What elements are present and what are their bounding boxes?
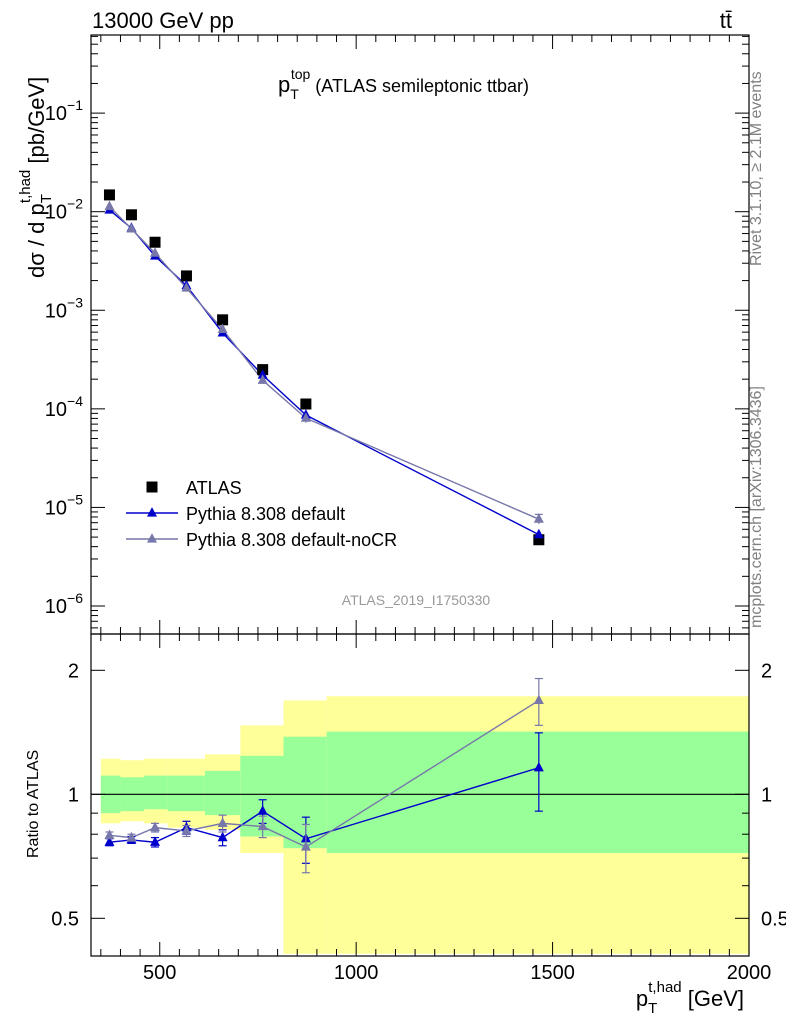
process-label: tt̄ — [720, 8, 732, 33]
y-tick-label: 10−3 — [45, 294, 83, 322]
x-tick-label: 1500 — [530, 962, 575, 984]
main-y-axis-label: dσ / d pTt,had [pb/GeV] — [17, 77, 55, 278]
ylabel-sub: T — [38, 194, 55, 203]
data-point-square — [217, 314, 229, 326]
legend-marker — [146, 481, 158, 493]
legend: ATLAS Pythia 8.308 default Pythia 8.308 de… — [126, 478, 397, 550]
x-tick-label: 2000 — [727, 962, 772, 984]
analysis-watermark: ATLAS_2019_I1750330 — [342, 592, 491, 608]
data-point-triangle — [217, 323, 228, 333]
ylabel-b: [pb/GeV] — [24, 77, 49, 170]
ratio-data-point — [533, 694, 544, 705]
data-point-square — [103, 189, 115, 201]
inner-uncertainty-band — [167, 775, 205, 812]
xlabel-b: [GeV] — [682, 986, 744, 1011]
inner-uncertainty-band — [144, 775, 168, 810]
y-tick-label: 10−5 — [45, 491, 83, 519]
legend-label: ATLAS — [186, 478, 242, 498]
data-point-triangle — [533, 528, 544, 539]
data-point-triangle — [126, 222, 137, 233]
energy-label: 13000 GeV pp — [92, 8, 234, 33]
x-tick-label: 500 — [143, 962, 176, 984]
xlabel-a: p — [636, 986, 648, 1011]
ratio-y-axis-label: Ratio to ATLAS — [25, 750, 42, 858]
ratio-data-point — [257, 805, 268, 815]
title-sub: T — [290, 86, 299, 102]
inner-uncertainty-band — [204, 770, 241, 816]
y-tick-exponent: −3 — [67, 294, 83, 310]
title-sup: top — [291, 66, 311, 82]
inner-uncertainty-band — [283, 736, 327, 849]
y-tick-mantissa: 10 — [45, 399, 67, 421]
y-tick-label: 10−4 — [45, 393, 83, 421]
ratio-y-tick-label: 2 — [68, 660, 79, 682]
xlabel-sub: T — [648, 1000, 657, 1017]
title-rest: (ATLAS semileptonic ttbar) — [310, 76, 529, 96]
ratio-data-point — [300, 841, 311, 851]
data-point-triangle — [181, 282, 192, 292]
y-tick-exponent: −1 — [67, 97, 83, 113]
data-point-square — [300, 398, 312, 410]
legend-label: Pythia 8.308 default — [186, 504, 345, 524]
y-tick-label: 10−2 — [45, 196, 83, 224]
y-tick-exponent: −5 — [67, 491, 83, 507]
ratio-panel: 500 1000 1500 2000 0.5 0.5 1 1 2 2 — [51, 633, 786, 984]
ratio-data-point — [104, 829, 115, 839]
y-tick-mantissa: 10 — [45, 202, 67, 224]
ratio-data-point — [181, 825, 192, 835]
inner-uncertainty-band — [326, 731, 749, 854]
y-tick-label: 10−6 — [45, 590, 83, 618]
legend-marker — [147, 533, 157, 543]
rivet-version-label: Rivet 3.1.10, ≥ 2.1M events — [748, 71, 765, 266]
x-axis-label: pTt,had [GeV] — [636, 979, 744, 1017]
y-tick-mantissa: 10 — [45, 103, 67, 125]
series-line — [109, 209, 540, 536]
y-tick-exponent: −4 — [67, 393, 83, 409]
ratio-y-tick-label: 1 — [68, 784, 79, 806]
data-point-square — [533, 534, 545, 546]
data-point-square — [149, 236, 161, 248]
ratio-data-point — [104, 836, 115, 846]
ratio-panel-frame — [90, 633, 750, 957]
ratio-data-point — [257, 820, 268, 831]
data-point-square — [180, 270, 192, 282]
data-point-triangle — [257, 369, 268, 379]
ratio-data-point — [150, 836, 161, 846]
data-point-square — [125, 209, 137, 221]
mcplots-credit-label: mcplots.cern.ch [arXiv:1306.3436] — [748, 386, 765, 628]
ylabel-a: dσ / d p — [24, 203, 49, 278]
x-tick-label: 1000 — [334, 962, 379, 984]
y-tick-mantissa: 10 — [45, 300, 67, 322]
ratio-y-tick-label-right: 2 — [761, 660, 772, 682]
data-point-triangle — [257, 374, 268, 384]
ratio-y-tick-label-right: 1 — [761, 784, 772, 806]
data-point-triangle — [150, 247, 161, 257]
y-tick-exponent: −2 — [67, 196, 83, 212]
series-line — [108, 205, 540, 520]
data-point-triangle — [104, 200, 115, 211]
main-plot-title: pTtop (ATLAS semileptonic ttbar) — [278, 66, 529, 102]
xlabel-sup: t,had — [648, 979, 681, 996]
ratio-data-point — [126, 831, 137, 842]
ratio-y-tick-label-right: 0.5 — [761, 908, 786, 930]
ratio-data-point — [217, 817, 228, 827]
ratio-data-point — [150, 821, 161, 832]
title-main: p — [278, 72, 290, 97]
ratio-y-tick-label: 0.5 — [51, 908, 79, 930]
ratio-data-point — [533, 761, 544, 772]
legend-label: Pythia 8.308 default-noCR — [186, 530, 397, 550]
ratio-data-point — [217, 831, 228, 842]
y-tick-mantissa: 10 — [45, 497, 67, 519]
y-tick-mantissa: 10 — [45, 596, 67, 618]
legend-marker — [147, 507, 157, 517]
y-tick-exponent: −6 — [67, 590, 83, 606]
y-tick-label: 10−1 — [45, 97, 83, 125]
ylabel-sup: t,had — [17, 170, 34, 203]
data-point-triangle — [300, 412, 311, 422]
